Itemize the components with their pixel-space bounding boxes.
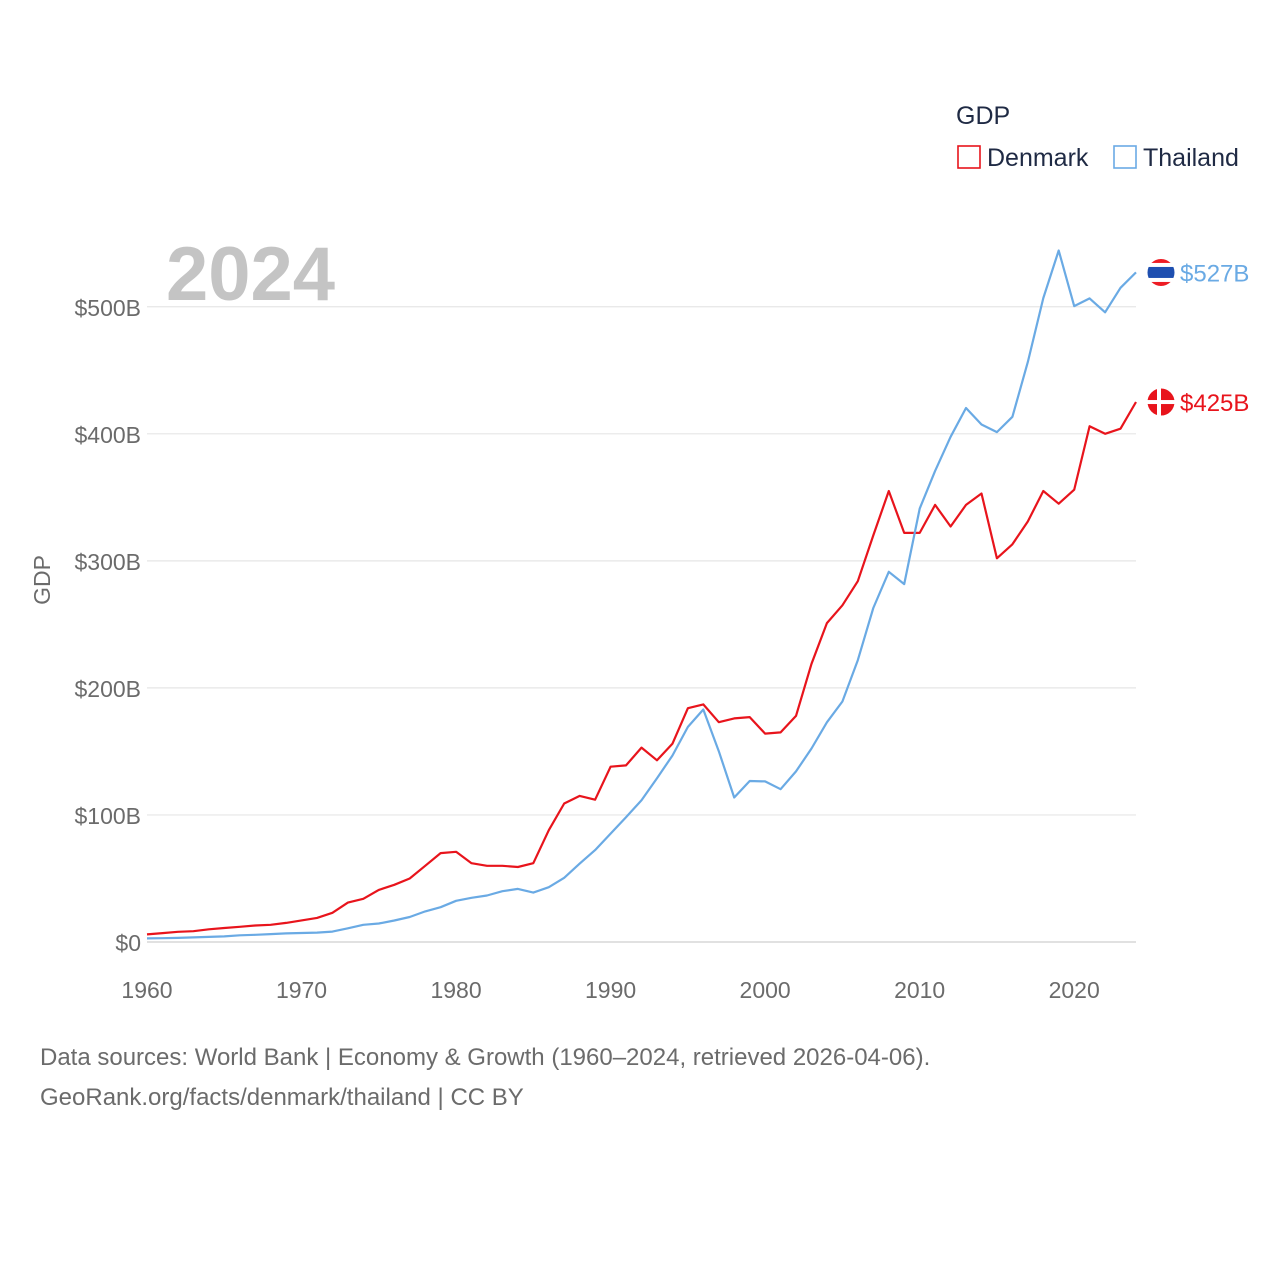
x-tick-label: 2000 bbox=[740, 977, 791, 1003]
legend-item-denmark[interactable]: Denmark bbox=[957, 144, 1089, 172]
gridlines bbox=[147, 306, 1136, 943]
end-markers: $425B $527B bbox=[1146, 257, 1249, 417]
flag-icon-thailand bbox=[1146, 257, 1176, 287]
source-line-2: GeoRank.org/facts/denmark/thailand | CC … bbox=[40, 1084, 524, 1111]
y-tick-label: $100B bbox=[74, 803, 141, 829]
x-axis: 1960 1970 1980 1990 2000 2010 2020 bbox=[121, 977, 1099, 1003]
end-value-label-denmark: $425B bbox=[1180, 390, 1249, 417]
legend-swatch-denmark bbox=[957, 145, 981, 169]
series-line-denmark bbox=[146, 401, 1137, 936]
x-tick-label: 1990 bbox=[585, 977, 636, 1003]
x-tick-label: 1980 bbox=[430, 977, 481, 1003]
y-tick-label: $400B bbox=[74, 422, 141, 448]
series-line-thailand bbox=[146, 249, 1137, 940]
x-tick-label: 2010 bbox=[894, 977, 945, 1003]
y-tick-label: $200B bbox=[74, 676, 141, 702]
source-line-1: Data sources: World Bank | Economy & Gro… bbox=[40, 1044, 931, 1071]
y-tick-label: $500B bbox=[74, 295, 141, 321]
legend: GDP Denmark Thailand bbox=[956, 102, 1239, 172]
year-label: 2024 bbox=[166, 232, 335, 317]
flag-icon-denmark bbox=[1146, 387, 1176, 417]
y-axis-label: GDP bbox=[29, 555, 55, 605]
legend-item-thailand[interactable]: Thailand bbox=[1113, 144, 1239, 172]
legend-swatch-thailand bbox=[1113, 145, 1137, 169]
y-axis: $0 $100B $200B $300B $400B $500B bbox=[74, 295, 141, 956]
y-tick-label: $300B bbox=[74, 549, 141, 575]
x-tick-label: 2020 bbox=[1049, 977, 1100, 1003]
x-tick-label: 1970 bbox=[276, 977, 327, 1003]
x-tick-label: 1960 bbox=[121, 977, 172, 1003]
legend-label-denmark: Denmark bbox=[987, 144, 1089, 172]
end-value-label-thailand: $527B bbox=[1180, 260, 1249, 287]
legend-label-thailand: Thailand bbox=[1143, 144, 1239, 172]
legend-title: GDP bbox=[956, 102, 1010, 130]
series-lines bbox=[146, 249, 1137, 940]
y-tick-label: $0 bbox=[115, 930, 141, 956]
